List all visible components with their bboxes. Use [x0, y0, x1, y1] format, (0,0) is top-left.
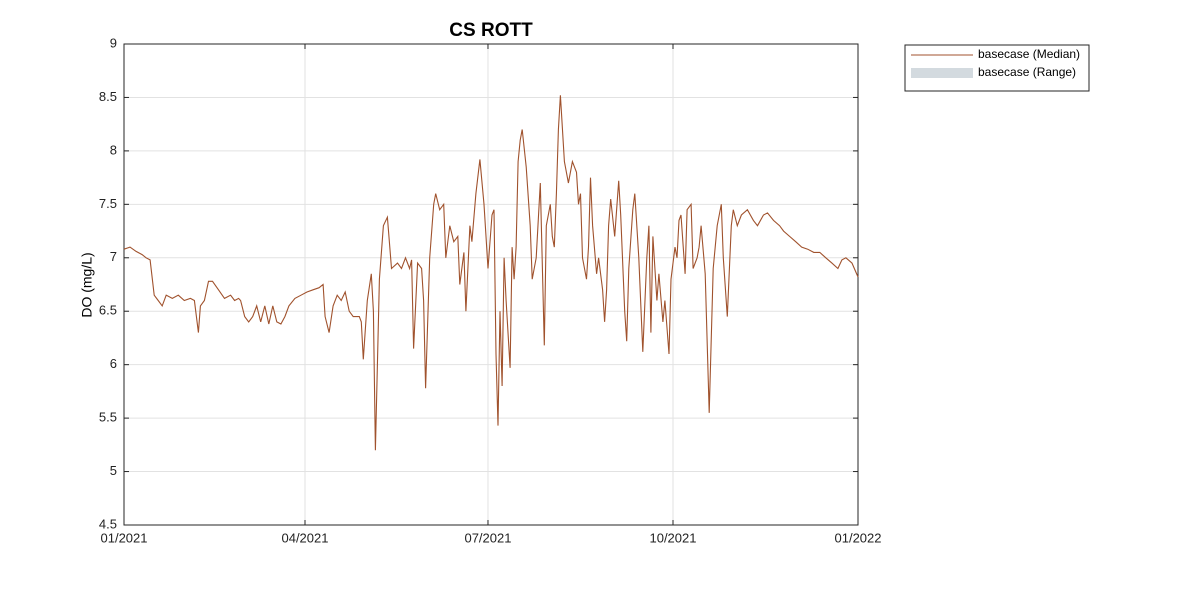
y-tick-label: 7 — [110, 249, 117, 264]
y-tick-label: 5.5 — [99, 410, 117, 425]
x-tick-label: 01/2021 — [101, 530, 148, 545]
x-tick-label: 01/2022 — [835, 530, 882, 545]
y-tick-label: 8 — [110, 142, 117, 157]
y-tick-label: 5 — [110, 463, 117, 478]
y-tick-label: 6 — [110, 356, 117, 371]
y-tick-label: 9 — [110, 35, 117, 50]
y-axis-label: DO (mg/L) — [79, 252, 95, 317]
y-tick-label: 7.5 — [99, 196, 117, 211]
data-line — [123, 95, 859, 451]
chart-title: CS ROTT — [449, 20, 533, 41]
plot-frame — [123, 43, 859, 526]
x-tick-label: 10/2021 — [649, 530, 696, 545]
x-tick-label: 04/2021 — [281, 530, 328, 545]
legend-swatch — [911, 68, 973, 78]
legend-label: basecase (Median) — [978, 47, 1080, 61]
legend-label: basecase (Range) — [978, 65, 1076, 79]
y-tick-label: 8.5 — [99, 89, 117, 104]
y-tick-label: 6.5 — [99, 303, 117, 318]
y-tick-label: 4.5 — [99, 516, 117, 531]
x-tick-label: 07/2021 — [464, 530, 511, 545]
